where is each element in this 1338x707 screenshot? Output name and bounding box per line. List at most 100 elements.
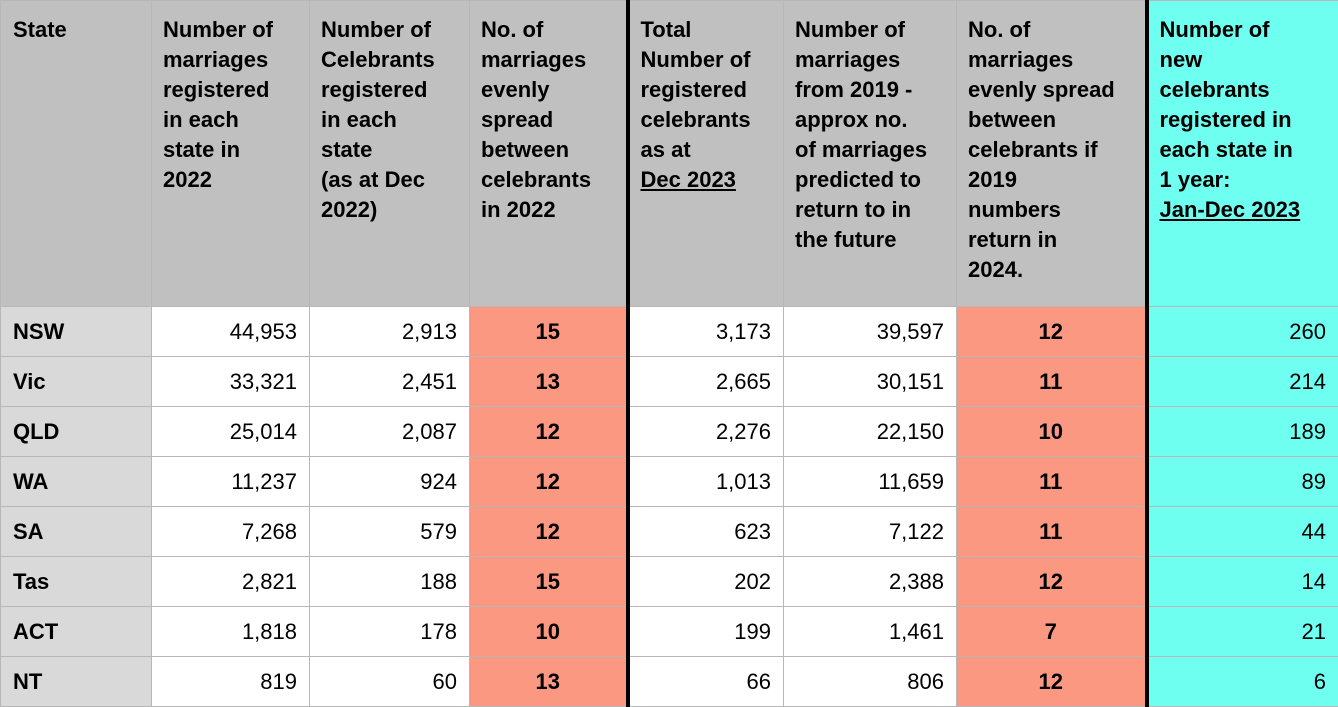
marriages-2022-cell: 11,237 xyxy=(152,457,310,507)
marriages-per-celebrant-2022-cell: 12 xyxy=(470,407,628,457)
marriages-2022-cell: 1,818 xyxy=(152,607,310,657)
new-celebrants-2023-cell: 14 xyxy=(1147,557,1338,607)
header-line: between xyxy=(481,135,616,165)
total-celebrants-2023-cell: 623 xyxy=(628,507,784,557)
header-line: Number of xyxy=(641,45,774,75)
state-cell: Vic xyxy=(1,357,152,407)
header-line: predicted to xyxy=(795,165,946,195)
total-celebrants-2023-cell: 2,276 xyxy=(628,407,784,457)
header-line: registered in xyxy=(1160,105,1329,135)
header-line: 1 year: xyxy=(1160,165,1329,195)
marriages-per-celebrant-2024-cell: 11 xyxy=(957,507,1147,557)
header-line: (as at Dec xyxy=(321,165,459,195)
marriages-2022-cell: 44,953 xyxy=(152,307,310,357)
header-underlined-text: Jan-Dec 2023 xyxy=(1160,197,1301,222)
marriages-per-celebrant-2024-cell: 11 xyxy=(957,457,1147,507)
new-celebrants-2023-cell: 260 xyxy=(1147,307,1338,357)
header-line: No. of xyxy=(968,15,1135,45)
header-line: in each xyxy=(163,105,299,135)
marriages-per-celebrant-2022-cell: 10 xyxy=(470,607,628,657)
header-line: 2022 xyxy=(163,165,299,195)
celebrants-2022-cell: 2,451 xyxy=(310,357,470,407)
total-celebrants-2023-cell: 66 xyxy=(628,657,784,707)
header-line: celebrants xyxy=(1160,75,1329,105)
marriages-per-celebrant-2024-cell: 12 xyxy=(957,657,1147,707)
header-line: marriages xyxy=(795,45,946,75)
marriages-2022-cell: 7,268 xyxy=(152,507,310,557)
state-cell: QLD xyxy=(1,407,152,457)
marriages-2019-cell: 22,150 xyxy=(784,407,957,457)
header-line: registered xyxy=(163,75,299,105)
marriages-per-celebrant-2022-cell: 15 xyxy=(470,557,628,607)
marriages-2022-cell: 33,321 xyxy=(152,357,310,407)
header-line: marriages xyxy=(481,45,616,75)
header-line: No. of xyxy=(481,15,616,45)
header-state: State xyxy=(1,1,152,307)
celebrants-2022-cell: 924 xyxy=(310,457,470,507)
marriages-2019-cell: 806 xyxy=(784,657,957,707)
header-line: marriages xyxy=(163,45,299,75)
marriages-per-celebrant-2024-cell: 11 xyxy=(957,357,1147,407)
state-cell: Tas xyxy=(1,557,152,607)
header-line: 2024. xyxy=(968,255,1135,285)
header-line: spread xyxy=(481,105,616,135)
new-celebrants-2023-cell: 21 xyxy=(1147,607,1338,657)
new-celebrants-2023-cell: 89 xyxy=(1147,457,1338,507)
new-celebrants-2023-cell: 44 xyxy=(1147,507,1338,557)
celebrants-2022-cell: 2,087 xyxy=(310,407,470,457)
header-line: state xyxy=(321,135,459,165)
header-line: celebrants xyxy=(641,105,774,135)
header-line: marriages xyxy=(968,45,1135,75)
header-line: evenly spread xyxy=(968,75,1135,105)
new-celebrants-2023-cell: 6 xyxy=(1147,657,1338,707)
marriages-2022-cell: 819 xyxy=(152,657,310,707)
header-line: evenly xyxy=(481,75,616,105)
marriages-2019-cell: 39,597 xyxy=(784,307,957,357)
total-celebrants-2023-cell: 3,173 xyxy=(628,307,784,357)
marriages-per-celebrant-2022-cell: 13 xyxy=(470,657,628,707)
header-line: Celebrants xyxy=(321,45,459,75)
header-line: of marriages xyxy=(795,135,946,165)
total-celebrants-2023-cell: 1,013 xyxy=(628,457,784,507)
header-line: 2019 xyxy=(968,165,1135,195)
header-line: Jan-Dec 2023 xyxy=(1160,195,1329,225)
marriages-per-celebrant-2022-cell: 12 xyxy=(470,507,628,557)
celebrants-2022-cell: 188 xyxy=(310,557,470,607)
marriages-per-celebrant-2022-cell: 12 xyxy=(470,457,628,507)
header-line: as at xyxy=(641,135,774,165)
marriages-2019-cell: 11,659 xyxy=(784,457,957,507)
marriages-2019-cell: 7,122 xyxy=(784,507,957,557)
header-line: Number of xyxy=(1160,15,1329,45)
total-celebrants-2023-cell: 2,665 xyxy=(628,357,784,407)
header-line: new xyxy=(1160,45,1329,75)
marriages-per-celebrant-2024-cell: 10 xyxy=(957,407,1147,457)
header-line: celebrants xyxy=(481,165,616,195)
state-cell: WA xyxy=(1,457,152,507)
state-cell: SA xyxy=(1,507,152,557)
state-cell: NT xyxy=(1,657,152,707)
marriages-per-celebrant-2024-cell: 12 xyxy=(957,557,1147,607)
marriages-per-celebrant-2022-cell: 13 xyxy=(470,357,628,407)
total-celebrants-2023-cell: 199 xyxy=(628,607,784,657)
marriages-2019-cell: 30,151 xyxy=(784,357,957,407)
header-line: in 2022 xyxy=(481,195,616,225)
header-line: Total xyxy=(641,15,774,45)
header-line: the future xyxy=(795,225,946,255)
new-celebrants-2023-cell: 214 xyxy=(1147,357,1338,407)
header-line: between xyxy=(968,105,1135,135)
marriages-2022-cell: 25,014 xyxy=(152,407,310,457)
celebrants-2022-cell: 579 xyxy=(310,507,470,557)
